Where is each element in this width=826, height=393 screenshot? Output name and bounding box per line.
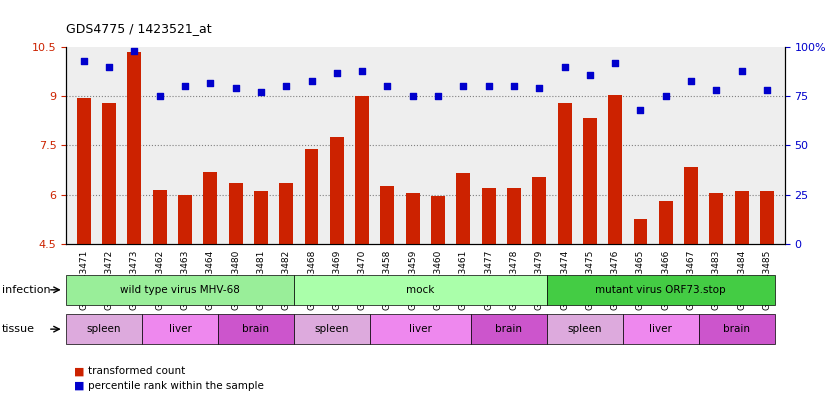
Point bbox=[280, 83, 293, 90]
Bar bbox=[178, 195, 192, 244]
Bar bbox=[305, 149, 319, 244]
Bar bbox=[153, 189, 167, 244]
Point bbox=[406, 93, 420, 99]
Point bbox=[330, 70, 344, 76]
Bar bbox=[355, 96, 369, 244]
Point bbox=[761, 87, 774, 94]
Bar bbox=[507, 188, 521, 244]
Text: tissue: tissue bbox=[2, 324, 35, 334]
Text: brain: brain bbox=[496, 324, 522, 334]
Bar bbox=[532, 176, 546, 244]
Text: liver: liver bbox=[649, 324, 672, 334]
Bar bbox=[229, 183, 243, 244]
Bar bbox=[583, 118, 597, 244]
Bar bbox=[279, 183, 293, 244]
Bar bbox=[406, 193, 420, 244]
Point bbox=[533, 85, 546, 92]
Text: transformed count: transformed count bbox=[88, 366, 185, 376]
Text: ■: ■ bbox=[74, 381, 85, 391]
Bar bbox=[734, 191, 748, 244]
Point bbox=[128, 48, 141, 54]
Text: GDS4775 / 1423521_at: GDS4775 / 1423521_at bbox=[66, 22, 211, 35]
Text: spleen: spleen bbox=[315, 324, 349, 334]
Text: percentile rank within the sample: percentile rank within the sample bbox=[88, 381, 263, 391]
Bar bbox=[608, 95, 622, 244]
Bar bbox=[659, 201, 672, 244]
Text: brain: brain bbox=[723, 324, 750, 334]
Bar bbox=[102, 103, 116, 244]
Point bbox=[659, 93, 672, 99]
Bar bbox=[330, 137, 344, 244]
Bar bbox=[457, 173, 470, 244]
Bar bbox=[203, 172, 217, 244]
Point bbox=[431, 93, 444, 99]
Text: liver: liver bbox=[169, 324, 192, 334]
Point bbox=[634, 107, 647, 113]
Point bbox=[204, 79, 217, 86]
Text: brain: brain bbox=[242, 324, 269, 334]
Text: wild type virus MHV-68: wild type virus MHV-68 bbox=[120, 285, 240, 295]
Bar bbox=[482, 188, 496, 244]
Bar bbox=[710, 193, 724, 244]
Point bbox=[355, 68, 368, 74]
Bar bbox=[127, 52, 141, 244]
Point bbox=[710, 87, 723, 94]
Text: spleen: spleen bbox=[567, 324, 602, 334]
Bar bbox=[77, 98, 91, 244]
Point bbox=[609, 60, 622, 66]
Point bbox=[153, 93, 166, 99]
Text: liver: liver bbox=[409, 324, 432, 334]
Bar bbox=[254, 191, 268, 244]
Point bbox=[229, 85, 242, 92]
Point bbox=[178, 83, 192, 90]
Point bbox=[583, 72, 596, 78]
Point bbox=[305, 77, 318, 84]
Text: mock: mock bbox=[406, 285, 434, 295]
Point bbox=[457, 83, 470, 90]
Point bbox=[482, 83, 496, 90]
Point bbox=[735, 68, 748, 74]
Point bbox=[558, 64, 571, 70]
Text: spleen: spleen bbox=[87, 324, 121, 334]
Point bbox=[685, 77, 698, 84]
Bar bbox=[634, 219, 648, 244]
Text: ■: ■ bbox=[74, 366, 85, 376]
Point bbox=[102, 64, 116, 70]
Text: mutant virus ORF73.stop: mutant virus ORF73.stop bbox=[596, 285, 726, 295]
Bar bbox=[684, 167, 698, 244]
Bar bbox=[431, 196, 445, 244]
Point bbox=[254, 89, 268, 95]
Bar bbox=[381, 186, 394, 244]
Text: infection: infection bbox=[2, 285, 50, 295]
Bar bbox=[558, 103, 572, 244]
Point bbox=[77, 58, 90, 64]
Bar bbox=[760, 191, 774, 244]
Point bbox=[381, 83, 394, 90]
Point bbox=[507, 83, 520, 90]
